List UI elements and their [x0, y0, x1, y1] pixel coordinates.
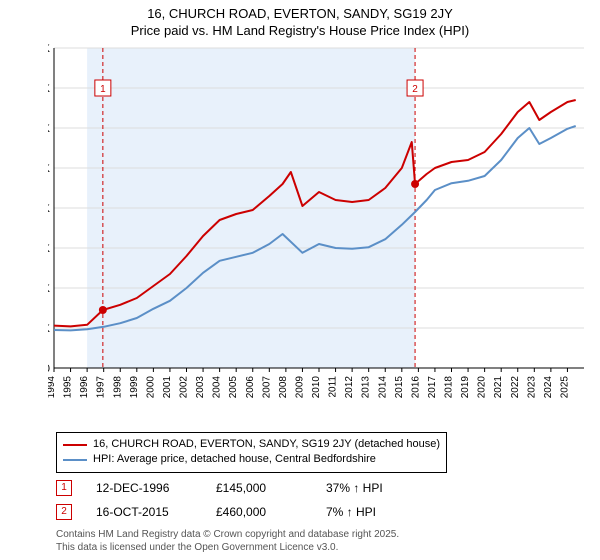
- legend-label: HPI: Average price, detached house, Cent…: [93, 452, 376, 467]
- svg-text:£700K: £700K: [48, 83, 51, 95]
- legend: 16, CHURCH ROAD, EVERTON, SANDY, SG19 2J…: [56, 432, 447, 473]
- svg-text:2017: 2017: [427, 376, 438, 399]
- svg-text:£800K: £800K: [48, 44, 51, 55]
- legend-item: HPI: Average price, detached house, Cent…: [63, 452, 440, 467]
- legend-swatch: [63, 459, 87, 461]
- svg-text:2025: 2025: [559, 376, 570, 399]
- svg-text:2012: 2012: [344, 376, 355, 399]
- sale-delta: 37% ↑ HPI: [326, 481, 383, 495]
- svg-text:1996: 1996: [79, 376, 90, 399]
- sale-delta: 7% ↑ HPI: [326, 505, 376, 519]
- svg-text:2010: 2010: [311, 376, 322, 399]
- svg-text:£100K: £100K: [48, 323, 51, 335]
- svg-text:2001: 2001: [162, 376, 173, 399]
- svg-text:2003: 2003: [195, 376, 206, 399]
- svg-text:2005: 2005: [228, 376, 239, 399]
- svg-text:1997: 1997: [96, 376, 107, 399]
- sale-row: 1 12-DEC-1996 £145,000 37% ↑ HPI: [56, 480, 383, 496]
- svg-text:2: 2: [412, 84, 418, 95]
- svg-text:1: 1: [100, 84, 106, 95]
- svg-text:£400K: £400K: [48, 203, 51, 215]
- svg-text:£0: £0: [48, 363, 50, 375]
- svg-text:2023: 2023: [526, 376, 537, 399]
- svg-text:2007: 2007: [261, 376, 272, 399]
- svg-text:2022: 2022: [510, 376, 521, 399]
- chart-title-line2: Price paid vs. HM Land Registry's House …: [0, 23, 600, 38]
- svg-text:2015: 2015: [394, 376, 405, 399]
- svg-text:2011: 2011: [328, 376, 339, 398]
- svg-text:1998: 1998: [112, 376, 123, 399]
- svg-text:£200K: £200K: [48, 283, 51, 295]
- legend-swatch: [63, 444, 87, 446]
- svg-text:£500K: £500K: [48, 163, 51, 175]
- sale-date: 12-DEC-1996: [96, 481, 216, 495]
- svg-text:2021: 2021: [493, 376, 504, 399]
- price-chart: £0 £100K £200K £300K £400K £500K £600K £700K £80…: [48, 44, 588, 414]
- svg-text:1995: 1995: [63, 376, 74, 399]
- legend-label: 16, CHURCH ROAD, EVERTON, SANDY, SG19 2J…: [93, 437, 440, 452]
- attribution-line1: Contains HM Land Registry data © Crown c…: [56, 528, 399, 541]
- svg-text:2013: 2013: [361, 376, 372, 399]
- sale-price: £145,000: [216, 481, 326, 495]
- sale-badge: 2: [56, 504, 72, 520]
- svg-text:2014: 2014: [377, 376, 388, 399]
- svg-text:2002: 2002: [179, 376, 190, 399]
- svg-text:2006: 2006: [245, 376, 256, 399]
- svg-text:1999: 1999: [129, 376, 140, 399]
- sale-badge: 1: [56, 480, 72, 496]
- svg-text:2009: 2009: [294, 376, 305, 399]
- svg-text:2018: 2018: [444, 376, 455, 399]
- svg-text:2024: 2024: [543, 376, 554, 399]
- svg-text:2020: 2020: [477, 376, 488, 399]
- svg-text:£300K: £300K: [48, 243, 51, 255]
- chart-title-line1: 16, CHURCH ROAD, EVERTON, SANDY, SG19 2J…: [0, 6, 600, 21]
- sale-row: 2 16-OCT-2015 £460,000 7% ↑ HPI: [56, 504, 376, 520]
- svg-text:2019: 2019: [460, 376, 471, 399]
- svg-text:2016: 2016: [410, 376, 421, 399]
- svg-text:2008: 2008: [278, 376, 289, 399]
- legend-item: 16, CHURCH ROAD, EVERTON, SANDY, SG19 2J…: [63, 437, 440, 452]
- svg-text:2004: 2004: [212, 376, 223, 399]
- svg-text:2000: 2000: [145, 376, 156, 399]
- svg-text:£600K: £600K: [48, 123, 51, 135]
- attribution-line2: This data is licensed under the Open Gov…: [56, 541, 399, 554]
- attribution: Contains HM Land Registry data © Crown c…: [56, 528, 399, 554]
- sale-date: 16-OCT-2015: [96, 505, 216, 519]
- svg-text:1994: 1994: [48, 376, 57, 399]
- sale-price: £460,000: [216, 505, 326, 519]
